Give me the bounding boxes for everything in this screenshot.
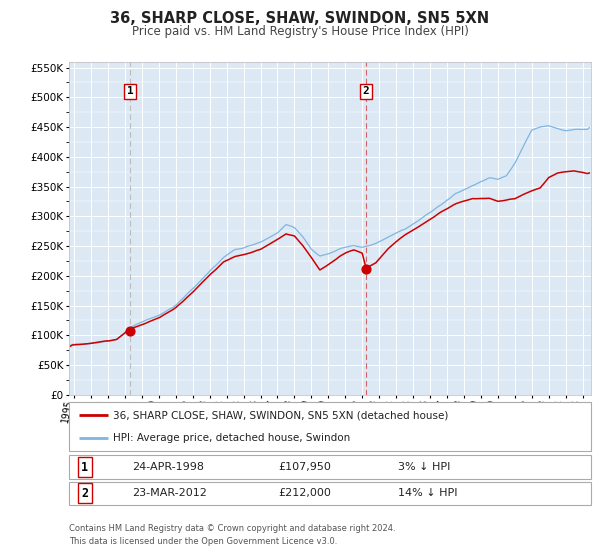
Text: 1: 1 xyxy=(127,86,133,96)
Text: 23-MAR-2012: 23-MAR-2012 xyxy=(131,488,206,498)
Text: 1: 1 xyxy=(81,460,88,474)
Text: 36, SHARP CLOSE, SHAW, SWINDON, SN5 5XN (detached house): 36, SHARP CLOSE, SHAW, SWINDON, SN5 5XN … xyxy=(113,410,449,421)
Text: 3% ↓ HPI: 3% ↓ HPI xyxy=(398,462,450,472)
Text: £212,000: £212,000 xyxy=(278,488,331,498)
Text: 2: 2 xyxy=(81,487,88,500)
Text: Price paid vs. HM Land Registry's House Price Index (HPI): Price paid vs. HM Land Registry's House … xyxy=(131,25,469,38)
Text: Contains HM Land Registry data © Crown copyright and database right 2024.
This d: Contains HM Land Registry data © Crown c… xyxy=(69,524,395,546)
Text: 2: 2 xyxy=(363,86,370,96)
Point xyxy=(125,326,135,335)
Text: 36, SHARP CLOSE, SHAW, SWINDON, SN5 5XN: 36, SHARP CLOSE, SHAW, SWINDON, SN5 5XN xyxy=(110,11,490,26)
FancyBboxPatch shape xyxy=(69,402,591,451)
Text: 24-APR-1998: 24-APR-1998 xyxy=(131,462,203,472)
Text: 14% ↓ HPI: 14% ↓ HPI xyxy=(398,488,457,498)
Point xyxy=(361,264,371,273)
Text: HPI: Average price, detached house, Swindon: HPI: Average price, detached house, Swin… xyxy=(113,433,350,444)
FancyBboxPatch shape xyxy=(69,455,591,479)
FancyBboxPatch shape xyxy=(69,482,591,505)
Text: £107,950: £107,950 xyxy=(278,462,331,472)
